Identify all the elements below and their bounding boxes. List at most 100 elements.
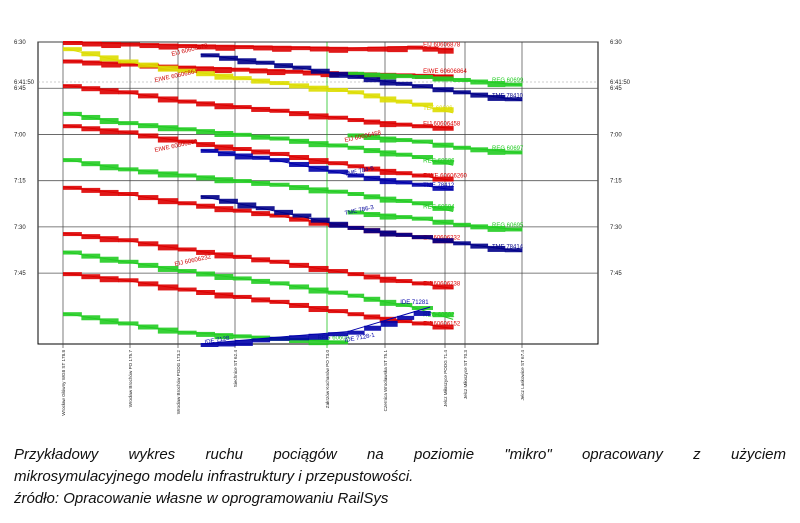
y-tick-label-left: 7:45 <box>14 271 26 277</box>
blocking-box <box>347 272 365 277</box>
blocking-box <box>139 43 160 49</box>
blocking-box <box>411 74 433 79</box>
blocking-box <box>214 292 234 299</box>
blocking-box <box>328 46 349 53</box>
series-name: EIJ 60606458 <box>423 121 461 127</box>
series-9: REG 60604 <box>62 158 455 212</box>
blocking-box <box>328 143 349 148</box>
blocking-box <box>395 74 413 79</box>
blocking-box <box>363 93 381 99</box>
blocking-box <box>432 76 454 82</box>
blocking-box <box>200 343 219 347</box>
blocking-box <box>81 51 101 57</box>
blocking-box <box>137 169 159 175</box>
blocking-box <box>196 271 215 277</box>
blocking-box <box>81 161 101 167</box>
blocking-box <box>214 130 234 137</box>
station-label-5: Czernica Wrocławska ST 75.1 <box>383 350 388 412</box>
blocking-box <box>411 201 433 206</box>
blocking-box <box>81 126 101 132</box>
blocking-box <box>413 310 431 316</box>
blocking-box <box>329 221 349 228</box>
blocking-box <box>177 201 197 206</box>
blocking-box <box>251 78 271 84</box>
series-name: REG 60699 <box>492 78 524 84</box>
blocking-box <box>347 74 365 79</box>
blocking-box <box>214 73 234 80</box>
blocking-box <box>487 225 506 232</box>
blocking-box <box>118 259 139 264</box>
series-name: EIWE 60606864 <box>423 69 467 75</box>
blocking-box <box>63 124 82 129</box>
blocking-box <box>328 189 349 194</box>
blocking-box <box>269 281 290 286</box>
blocking-box <box>214 206 234 213</box>
blocking-box <box>196 331 215 337</box>
blocking-box <box>99 236 119 243</box>
blocking-box <box>379 121 397 128</box>
series-name: REG 60697 <box>492 146 524 152</box>
blocking-box <box>289 284 310 290</box>
train-graph: EIJ 60606878 EIWE 60606864 EIJ 60606458 EIW… <box>14 40 631 416</box>
blocking-box <box>328 161 349 166</box>
blocking-box <box>196 142 215 148</box>
blocking-box <box>251 257 271 263</box>
blocking-box <box>196 129 215 135</box>
blocking-box <box>289 83 310 89</box>
y-tick-label-right: 7:45 <box>610 271 622 277</box>
blocking-box <box>395 215 413 220</box>
blocking-box <box>504 150 523 155</box>
blocking-box <box>63 185 82 190</box>
blocking-box <box>395 138 413 143</box>
blocking-box <box>308 187 329 194</box>
blocking-box <box>411 124 433 129</box>
blocking-box <box>411 306 433 311</box>
blocking-box <box>137 62 159 68</box>
blocking-box <box>157 96 179 103</box>
blocking-box <box>395 302 413 307</box>
blocking-box <box>269 151 290 156</box>
blocking-box <box>252 338 271 343</box>
caption-line-2: mikrosymulacyjnego modelu infrastruktury… <box>14 468 414 485</box>
blocking-box <box>81 114 101 120</box>
blocking-box <box>269 158 290 163</box>
blocking-box <box>196 289 215 295</box>
caption-line-3: źródło: Opracowanie własne w oprogramowa… <box>14 490 389 507</box>
blocking-box <box>289 111 310 117</box>
blocking-box <box>137 133 159 139</box>
blocking-box <box>308 141 329 148</box>
blocking-box <box>99 88 119 95</box>
blocking-box <box>432 176 454 182</box>
blocking-box <box>200 148 219 153</box>
blocking-box <box>364 325 382 331</box>
blocking-box <box>177 68 197 73</box>
series-16: TME 78412 <box>200 148 455 191</box>
y-extra-tick-left: 6:41:50 <box>14 80 35 86</box>
blocking-box <box>101 42 121 49</box>
train-label-blue-3: IDE 7128-1 <box>344 333 376 344</box>
blocking-box <box>292 65 312 70</box>
blocking-box <box>251 335 271 341</box>
blocking-box <box>219 55 238 61</box>
blocking-box <box>292 213 312 218</box>
blocking-box <box>395 232 413 237</box>
blocking-box <box>82 41 102 47</box>
series-3: EIWE 60606260 <box>62 124 468 182</box>
series-8: REG 60606 <box>62 111 455 166</box>
blocking-box <box>308 339 329 346</box>
blocking-box <box>120 62 140 67</box>
blocking-box <box>196 249 215 255</box>
blocking-box <box>363 72 381 78</box>
blocking-box <box>328 115 349 120</box>
blocking-box <box>63 84 82 89</box>
blocking-box <box>347 118 365 123</box>
blocking-box <box>200 195 220 200</box>
blocking-box <box>177 65 197 70</box>
blocking-box <box>379 230 397 237</box>
y-tick-label-right: 7:00 <box>610 132 622 138</box>
blocking-box <box>308 265 329 272</box>
blocking-box <box>177 247 197 252</box>
blocking-box <box>347 192 365 196</box>
blocking-box <box>99 164 119 171</box>
y-tick-label-right: 7:30 <box>610 225 622 231</box>
